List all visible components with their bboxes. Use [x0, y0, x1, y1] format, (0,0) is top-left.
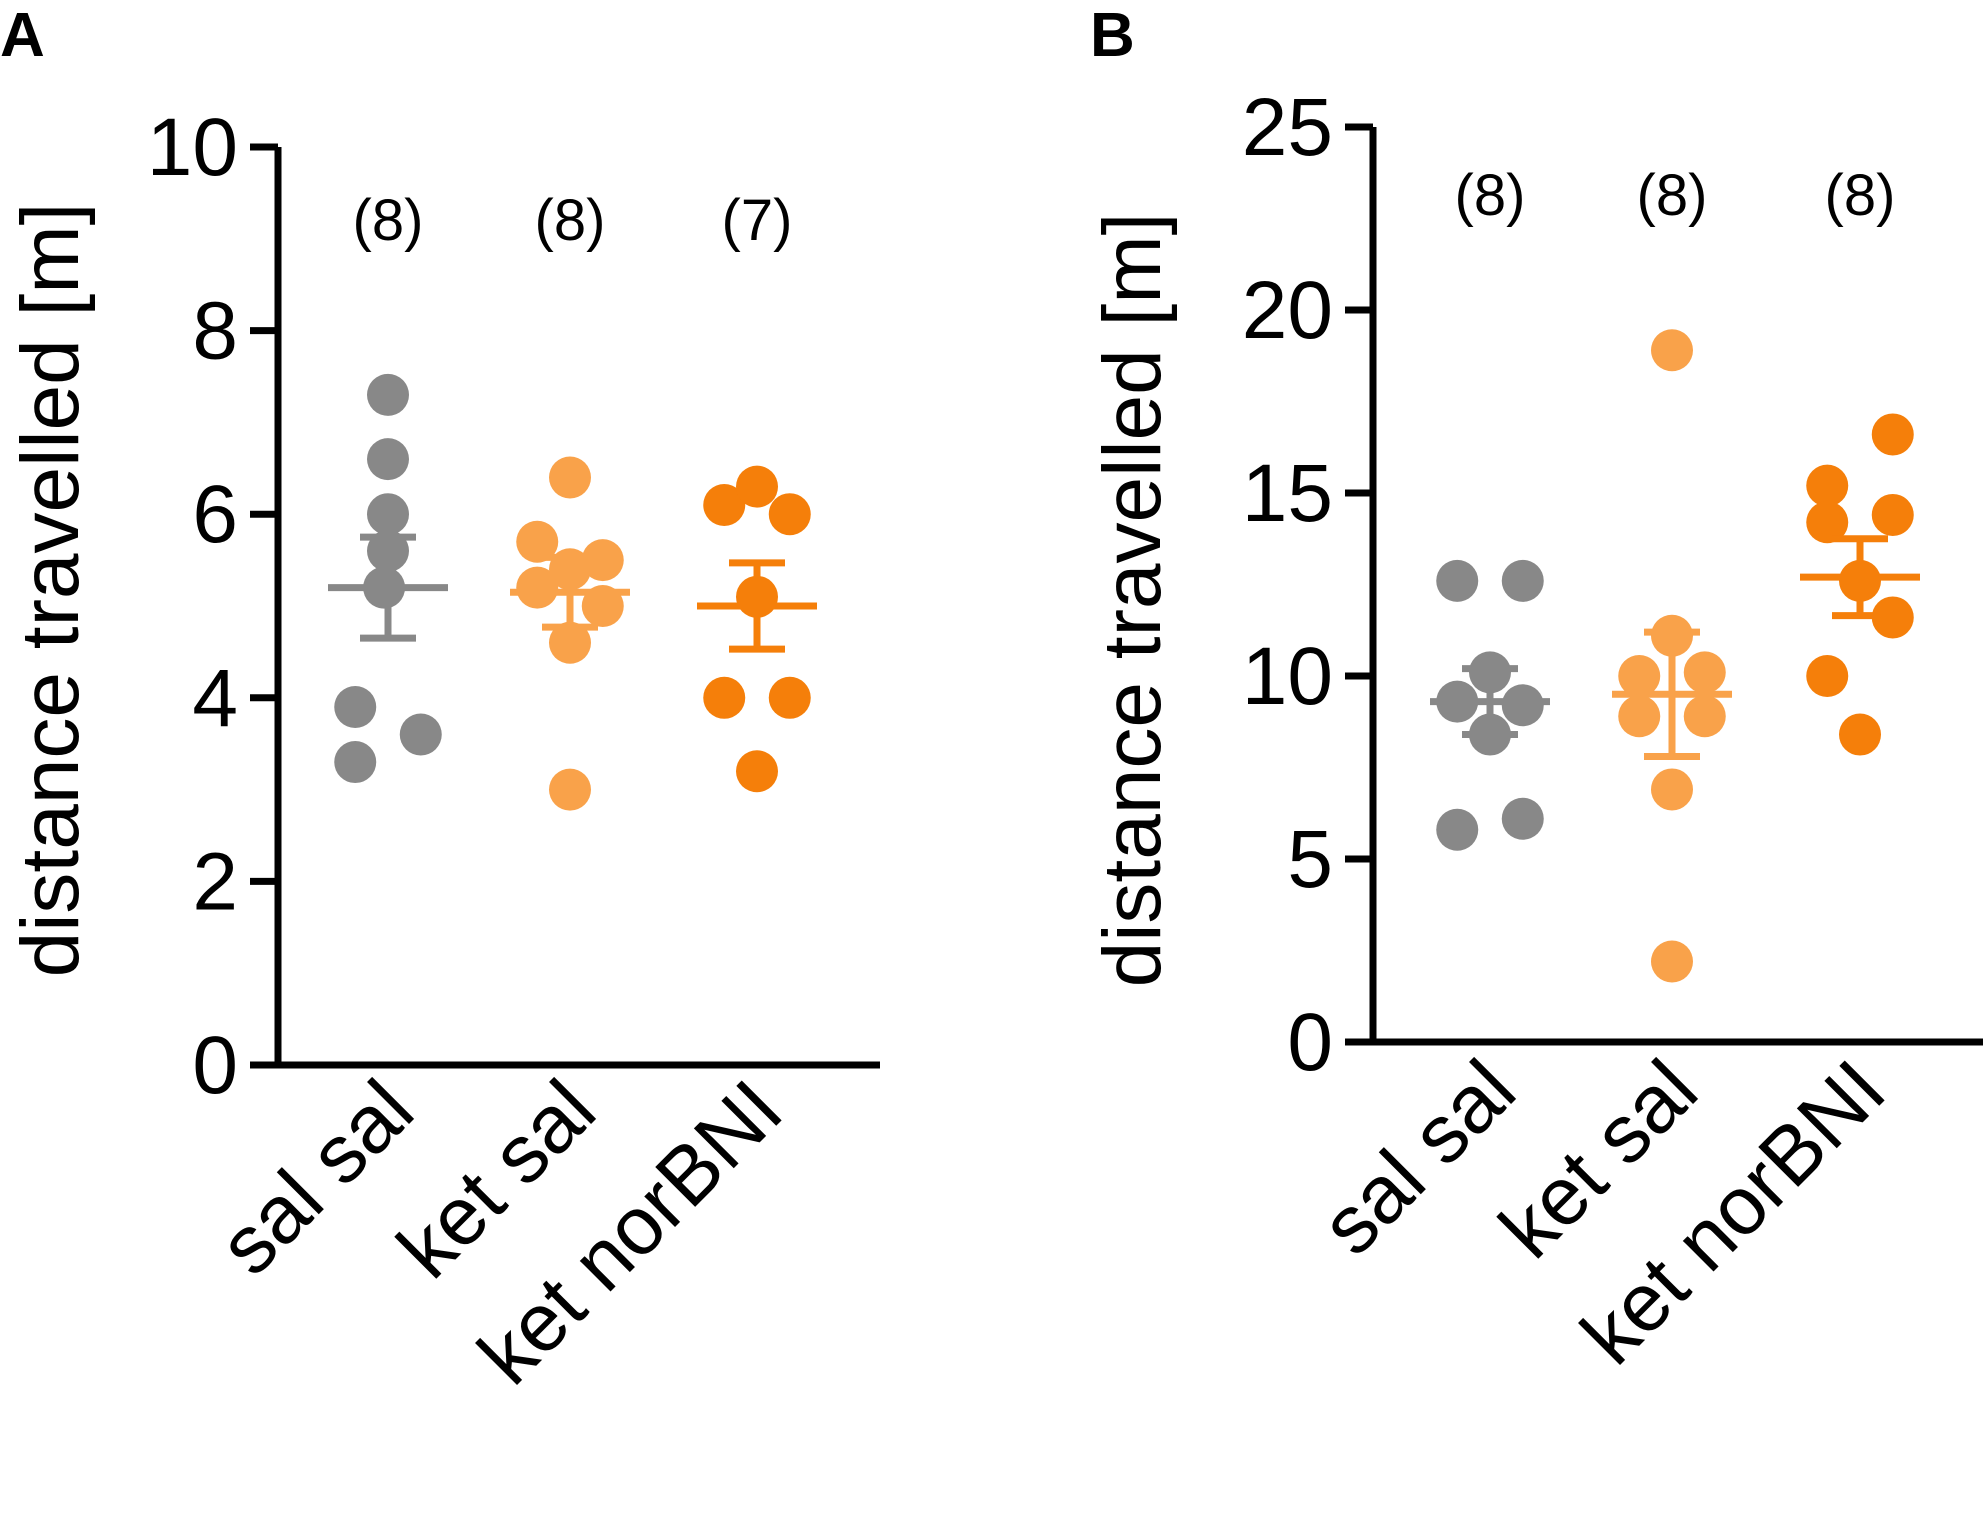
panel-b-y-axis-label: distance travelled [m] — [1087, 213, 1178, 988]
panel-a-point-ket-sal — [549, 768, 591, 811]
panel-b-n-label: (8) — [1825, 163, 1896, 228]
panel-b-point-ket-sal — [1618, 655, 1661, 697]
panel-b-y-tick-label: 25 — [1242, 82, 1333, 173]
panel-b-point-ket-norbni — [1806, 655, 1849, 697]
panel-a-n-label: (8) — [353, 188, 424, 253]
panel-b-letter: B — [1090, 1, 1135, 70]
panel-a-letter: A — [0, 1, 45, 70]
panel-a-y-tick-label: 6 — [192, 469, 238, 560]
panel-a-n-label: (7) — [722, 188, 793, 253]
panel-b-point-sal-sal — [1501, 684, 1544, 727]
panel-b-point-ket-sal — [1618, 695, 1661, 738]
panel-a-y-axis-label: distance travelled [m] — [5, 203, 96, 978]
panel-b-y-tick-label: 10 — [1242, 631, 1333, 722]
panel-b-point-ket-sal — [1651, 940, 1693, 983]
panel-b-n-label: (8) — [1455, 163, 1526, 228]
panel-a-point-ket-norbni — [703, 484, 746, 527]
panel-b-point-ket-norbni — [1806, 501, 1849, 544]
panel-b: B distance travelled [m] 0 5 10 15 20 25 (8) (… — [1087, 1, 1983, 1382]
panel-a-point-sal-sal — [367, 373, 409, 416]
panel-b-y-tick-label: 15 — [1242, 448, 1333, 539]
panel-a: A distance travelled [m] 0 2 4 6 8 10 (8) (8) (… — [0, 1, 880, 1402]
panel-b-point-ket-norbni — [1871, 596, 1914, 639]
panel-a-point-ket-norbni — [768, 676, 811, 719]
panel-b-point-ket-norbni — [1806, 464, 1849, 507]
panel-a-point-ket-sal — [581, 539, 624, 582]
panel-a-point-ket-norbni — [703, 676, 746, 719]
panel-b-point-sal-sal — [1501, 797, 1544, 840]
panel-b-point-ket-sal — [1683, 695, 1726, 738]
panel-b-x-tick-label-sal-sal: sal sal — [1304, 1043, 1533, 1272]
panel-a-point-ket-norbni — [768, 493, 811, 536]
panel-b-point-sal-sal — [1436, 559, 1479, 602]
panel-a-point-sal-sal — [367, 493, 409, 536]
panel-a-point-sal-sal — [367, 438, 409, 481]
panel-a-y-tick-label: 8 — [192, 286, 238, 377]
panel-b-y-tick-label: 0 — [1287, 997, 1333, 1088]
panel-a-y-tick-label: 10 — [147, 102, 238, 193]
panel-b-point-ket-norbni — [1839, 713, 1881, 756]
panel-b-y-tick-label: 20 — [1242, 265, 1333, 356]
panel-b-point-ket-norbni — [1871, 413, 1914, 456]
panel-a-point-ket-norbni — [736, 750, 778, 793]
panel-a-point-ket-sal — [549, 456, 591, 499]
panel-b-y-tick-label: 5 — [1287, 814, 1333, 905]
panel-a-point-ket-sal — [516, 566, 559, 609]
panel-a-n-label: (8) — [535, 188, 606, 253]
panel-a-y-tick-label: 4 — [192, 653, 238, 744]
panel-a-point-ket-sal — [549, 621, 591, 664]
panel-a-point-ket-norbni — [736, 465, 778, 508]
panel-b-point-ket-sal — [1651, 768, 1693, 811]
panel-a-y-tick-label: 0 — [192, 1020, 238, 1111]
panel-a-y-tick-label: 2 — [192, 836, 238, 927]
panel-b-point-ket-norbni — [1871, 493, 1914, 536]
panel-a-point-sal-sal — [334, 741, 377, 784]
panel-a-point-sal-sal — [399, 713, 442, 756]
panel-b-point-ket-sal — [1651, 329, 1693, 372]
panel-b-point-ket-sal — [1683, 651, 1726, 694]
panel-a-point-ket-sal — [516, 520, 559, 563]
panel-b-point-sal-sal — [1436, 808, 1479, 851]
panel-b-n-label: (8) — [1637, 163, 1708, 228]
panel-b-point-sal-sal — [1501, 559, 1544, 602]
panel-a-point-sal-sal — [334, 685, 377, 728]
